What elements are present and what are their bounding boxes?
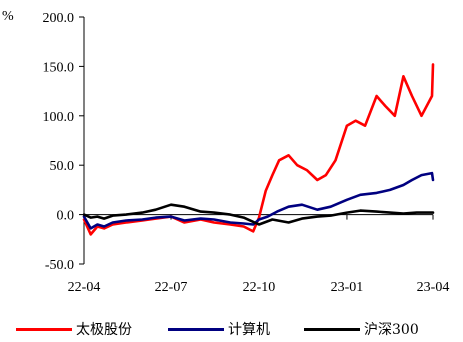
y-tick-label: 0.0 <box>57 209 75 224</box>
legend-label-taiji: 太极股份 <box>76 322 132 338</box>
x-tick-label: 23-01 <box>331 280 364 295</box>
series-line-csi300 <box>82 203 435 226</box>
x-tick-labels: 22-04 22-07 22-10 23-01 23-04 <box>68 280 450 295</box>
y-axis-unit-label: % <box>2 9 14 24</box>
y-tick-label: 200.0 <box>43 11 75 26</box>
x-tick-label: 22-04 <box>68 280 101 295</box>
legend: 太极股份 计算机 沪深300 <box>0 318 463 340</box>
legend-item-csi300: 沪深300 <box>304 318 419 340</box>
legend-label-computer: 计算机 <box>228 322 270 338</box>
series-line-computer <box>82 171 435 230</box>
series-line-taiji <box>82 63 435 236</box>
y-tick-label: 100.0 <box>43 110 75 125</box>
x-tick-label: 22-07 <box>155 280 188 295</box>
y-tick-label: 150.0 <box>43 60 75 75</box>
legend-label-csi300: 沪深300 <box>364 322 419 338</box>
y-tick-label: -50.0 <box>45 258 74 273</box>
legend-item-taiji: 太极股份 <box>16 318 132 340</box>
legend-swatch-csi300 <box>304 327 360 331</box>
series-layer <box>82 63 435 236</box>
y-tick-label: 50.0 <box>50 159 75 174</box>
legend-swatch-taiji <box>16 327 72 331</box>
x-tick-label: 22-10 <box>243 280 276 295</box>
y-tick-labels: 200.0 150.0 100.0 50.0 0.0 -50.0 <box>43 11 75 273</box>
x-tick-label: 23-04 <box>417 280 450 295</box>
legend-swatch-computer <box>168 327 224 331</box>
legend-item-computer: 计算机 <box>168 318 270 340</box>
